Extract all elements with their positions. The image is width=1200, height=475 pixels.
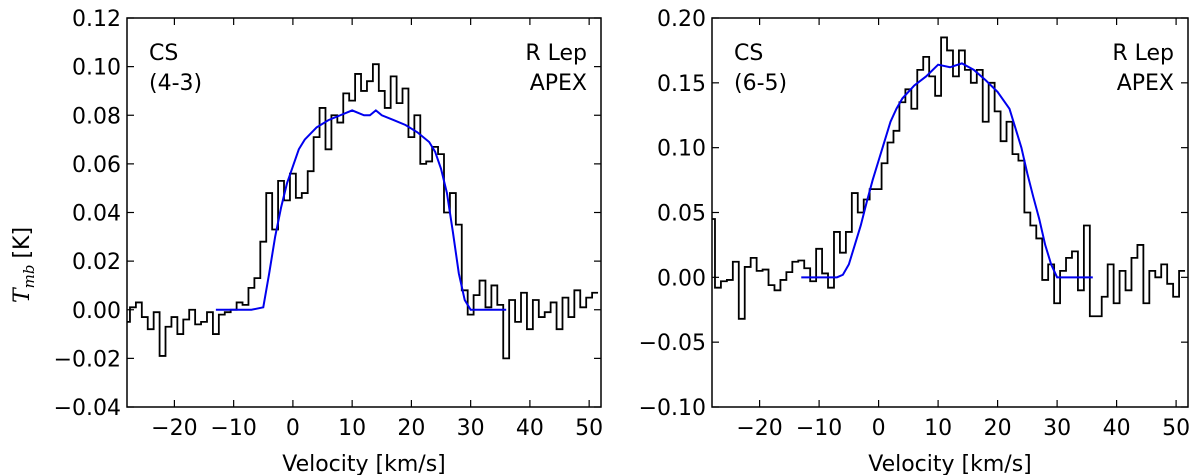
x-tick-label-cs-4-3: −10 (210, 416, 256, 441)
x-axis-label-cs-4-3: Velocity [km/s] (282, 452, 446, 475)
y-tick-label-cs-4-3: 0.00 (72, 299, 121, 324)
axis-ticks-cs-4-3: −20 −10 0 10 20 30 40 50 −0.04 −0.02 0.00 0.02 0.04 0… (54, 7, 604, 441)
y-axis-label-subscript: mb (20, 265, 38, 289)
x-tick-label-cs-4-3: 40 (516, 416, 544, 441)
y-tick-label-cs-4-3: 0.06 (72, 153, 121, 178)
y-axis-label-symbol: T (10, 286, 35, 303)
x-tick-label-cs-4-3: 50 (575, 416, 603, 441)
y-tick-label-cs-4-3: 0.04 (72, 202, 121, 227)
annotation-telescope-cs-6-5: APEX (1117, 71, 1174, 96)
x-tick-label-cs-6-5: 20 (984, 416, 1012, 441)
x-tick-label-cs-6-5: 30 (1043, 416, 1071, 441)
annotation-molecule-cs-4-3: CS (149, 41, 178, 66)
observed-spectrum-line-cs-4-3 (127, 63, 599, 360)
x-tick-label-cs-6-5: 0 (872, 416, 886, 441)
x-tick-label-cs-6-5: −10 (796, 416, 842, 441)
annotation-telescope-cs-4-3: APEX (530, 71, 587, 96)
plot-area-cs-6-5 (712, 36, 1186, 320)
x-tick-label-cs-4-3: −20 (151, 416, 197, 441)
y-tick-label-cs-6-5: 0.15 (657, 72, 706, 97)
axis-ticks-cs-6-5: −20 −10 0 10 20 30 40 50 −0.10 −0.05 0.00 0.05 0.10 0… (639, 7, 1191, 441)
x-tick-label-cs-4-3: 30 (457, 416, 485, 441)
annotation-transition-cs-4-3: (4-3) (149, 71, 202, 96)
x-tick-label-cs-4-3: 10 (338, 416, 366, 441)
annotation-source-cs-4-3: R Lep (525, 41, 587, 66)
model-fit-line-cs-6-5 (801, 62, 1093, 279)
x-tick-label-cs-4-3: 20 (397, 416, 425, 441)
x-axis-label-cs-6-5: Velocity [km/s] (868, 452, 1032, 475)
model-fit-line-cs-4-3 (215, 109, 507, 311)
plot-area-cs-4-3 (127, 63, 599, 360)
y-axis-label-unit: [K] (10, 227, 35, 259)
x-tick-label-cs-6-5: −20 (736, 416, 782, 441)
y-tick-label-cs-6-5: 0.10 (657, 137, 706, 162)
y-tick-label-cs-4-3: −0.04 (54, 396, 121, 421)
panel-cs-4-3: −20 −10 0 10 20 30 40 50 −0.04 −0.02 0.00 0.02 0.04 0… (54, 7, 604, 475)
panel-cs-6-5: −20 −10 0 10 20 30 40 50 −0.10 −0.05 0.00 0.05 0.10 0… (639, 7, 1191, 475)
x-tick-label-cs-6-5: 40 (1103, 416, 1131, 441)
y-tick-label-cs-6-5: −0.10 (639, 396, 706, 421)
y-tick-label-cs-6-5: −0.05 (639, 331, 706, 356)
y-tick-label-cs-4-3: 0.10 (72, 56, 121, 81)
y-tick-label-cs-4-3: 0.02 (72, 250, 121, 275)
observed-spectrum-line-cs-6-5 (712, 36, 1186, 320)
y-tick-label-cs-6-5: 0.20 (657, 7, 706, 32)
x-tick-label-cs-6-5: 50 (1162, 416, 1190, 441)
annotation-molecule-cs-6-5: CS (734, 41, 763, 66)
y-tick-label-cs-4-3: −0.02 (54, 347, 121, 372)
annotation-transition-cs-6-5: (6-5) (734, 71, 787, 96)
y-tick-label-cs-4-3: 0.12 (72, 7, 121, 32)
y-axis-label: Tmb [K] (10, 227, 38, 303)
y-tick-label-cs-6-5: 0.00 (657, 266, 706, 291)
x-tick-label-cs-4-3: 0 (286, 416, 300, 441)
y-tick-label-cs-4-3: 0.08 (72, 104, 121, 129)
y-tick-label-cs-6-5: 0.05 (657, 202, 706, 227)
x-tick-label-cs-6-5: 10 (924, 416, 952, 441)
annotation-source-cs-6-5: R Lep (1112, 41, 1174, 66)
